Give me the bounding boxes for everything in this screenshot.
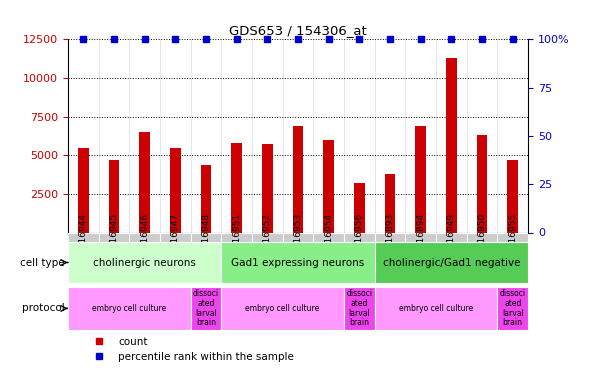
Bar bbox=[283, 232, 313, 242]
Bar bbox=[221, 232, 252, 242]
Bar bbox=[497, 232, 528, 242]
Bar bbox=[109, 160, 119, 232]
Text: GSM16894: GSM16894 bbox=[416, 213, 425, 262]
Legend: count, percentile rank within the sample: count, percentile rank within the sample bbox=[85, 333, 298, 366]
Text: GSM16893: GSM16893 bbox=[385, 213, 395, 262]
Text: cholinergic neurons: cholinergic neurons bbox=[93, 258, 196, 267]
Text: protocol: protocol bbox=[22, 303, 65, 313]
Bar bbox=[68, 287, 191, 330]
Bar bbox=[446, 58, 457, 232]
Text: dissoci
ated
larval
brain: dissoci ated larval brain bbox=[193, 290, 219, 327]
Bar bbox=[78, 147, 88, 232]
Bar bbox=[507, 160, 518, 232]
Bar bbox=[313, 232, 344, 242]
Bar bbox=[344, 287, 375, 330]
Bar bbox=[436, 232, 467, 242]
Bar bbox=[68, 242, 221, 283]
Text: embryo cell culture: embryo cell culture bbox=[245, 304, 320, 313]
Text: GSM16944: GSM16944 bbox=[78, 213, 88, 262]
Bar bbox=[221, 242, 375, 283]
Bar bbox=[344, 232, 375, 242]
Text: GSM16951: GSM16951 bbox=[232, 213, 241, 262]
Text: Gad1 expressing neurons: Gad1 expressing neurons bbox=[231, 258, 365, 267]
Text: GSM16945: GSM16945 bbox=[109, 213, 119, 262]
Text: GSM16950: GSM16950 bbox=[477, 213, 487, 262]
Bar bbox=[99, 232, 129, 242]
Bar bbox=[497, 287, 528, 330]
Text: GSM16949: GSM16949 bbox=[447, 213, 456, 262]
Text: GSM16947: GSM16947 bbox=[171, 213, 180, 262]
Bar bbox=[323, 140, 334, 232]
Bar bbox=[405, 232, 436, 242]
Bar bbox=[191, 232, 221, 242]
Bar bbox=[262, 144, 273, 232]
Text: GSM16956: GSM16956 bbox=[355, 213, 364, 262]
Bar bbox=[221, 287, 344, 330]
Text: cholinergic/Gad1 negative: cholinergic/Gad1 negative bbox=[382, 258, 520, 267]
Bar bbox=[385, 174, 395, 232]
Text: GSM16955: GSM16955 bbox=[508, 213, 517, 262]
Bar bbox=[477, 135, 487, 232]
Bar bbox=[68, 232, 99, 242]
Text: GSM16952: GSM16952 bbox=[263, 213, 272, 262]
Bar bbox=[129, 232, 160, 242]
Bar bbox=[375, 242, 528, 283]
Bar bbox=[231, 143, 242, 232]
Text: dissoci
ated
larval
brain: dissoci ated larval brain bbox=[500, 290, 526, 327]
Bar bbox=[201, 165, 211, 232]
Bar bbox=[252, 232, 283, 242]
Bar bbox=[354, 183, 365, 232]
Bar bbox=[415, 126, 426, 232]
Text: GSM16946: GSM16946 bbox=[140, 213, 149, 262]
Text: dissoci
ated
larval
brain: dissoci ated larval brain bbox=[346, 290, 372, 327]
Bar bbox=[375, 287, 497, 330]
Bar bbox=[293, 126, 303, 232]
Bar bbox=[170, 147, 181, 232]
Text: embryo cell culture: embryo cell culture bbox=[399, 304, 473, 313]
Text: cell type: cell type bbox=[20, 258, 65, 267]
Text: embryo cell culture: embryo cell culture bbox=[92, 304, 166, 313]
Bar bbox=[160, 232, 191, 242]
Text: GSM16953: GSM16953 bbox=[293, 213, 303, 262]
Bar bbox=[191, 287, 221, 330]
Bar bbox=[139, 132, 150, 232]
Bar bbox=[467, 232, 497, 242]
Text: GSM16954: GSM16954 bbox=[324, 213, 333, 262]
Text: GSM16948: GSM16948 bbox=[201, 213, 211, 262]
Title: GDS653 / 154306_at: GDS653 / 154306_at bbox=[229, 24, 367, 37]
Bar bbox=[375, 232, 405, 242]
